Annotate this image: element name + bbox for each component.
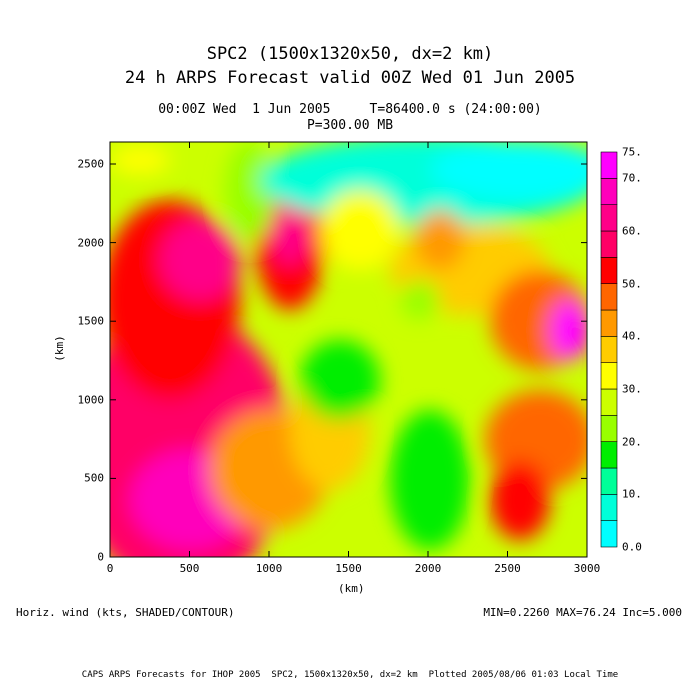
x-axis bbox=[109, 142, 588, 557]
y-tick-label: 2500 bbox=[77, 157, 105, 171]
y-tick-label: 0 bbox=[97, 550, 104, 564]
colorbar-label: 20. bbox=[622, 435, 642, 449]
colorbar-bin bbox=[600, 415, 618, 442]
colorbar-bin bbox=[600, 494, 618, 521]
colorbar-bin bbox=[600, 283, 618, 311]
footer-credit: CAPS ARPS Forecasts for IHOP 2005 SPC2, … bbox=[81, 670, 619, 680]
x-tick-label: 0 bbox=[106, 562, 114, 575]
x-tick-label: 1000 bbox=[255, 562, 283, 575]
colorbar-label: 30. bbox=[622, 382, 642, 396]
colorbar-bin bbox=[600, 467, 618, 495]
colorbar-label: 40. bbox=[622, 329, 642, 343]
colorbar bbox=[600, 151, 618, 548]
colorbar-bin bbox=[600, 388, 618, 416]
y-tick-label: 1500 bbox=[77, 314, 105, 328]
colorbar-bin bbox=[600, 257, 618, 284]
colorbar-bin bbox=[600, 309, 618, 337]
colorbar-label: 75. bbox=[622, 145, 642, 159]
field-label: Horiz. wind (kts, SHADED/CONTOUR) bbox=[16, 606, 235, 619]
colorbar-label: 50. bbox=[622, 277, 642, 291]
colorbar-bin bbox=[600, 204, 618, 232]
y-axis bbox=[110, 163, 587, 558]
colorbar-bin bbox=[600, 441, 618, 469]
x-axis-label: (km) bbox=[338, 582, 365, 595]
pressure-level: P=300.00 MB bbox=[306, 118, 394, 133]
valid-time: 00:00Z Wed 1 Jun 2005 T=86400.0 s (24:00… bbox=[158, 102, 542, 117]
y-axis-label: (km) bbox=[52, 335, 66, 362]
colorbar-bin bbox=[600, 178, 618, 205]
title-line-2: 24 h ARPS Forecast valid 00Z Wed 01 Jun … bbox=[124, 68, 576, 88]
colorbar-label: 70. bbox=[622, 171, 642, 185]
colorbar-label: 60. bbox=[622, 224, 642, 238]
colorbar-bin bbox=[600, 230, 618, 258]
field-stats: MIN=0.2260 MAX=76.24 Inc=5.000 bbox=[483, 606, 682, 619]
x-tick-label: 2000 bbox=[414, 562, 442, 575]
colorbar-bin bbox=[600, 520, 618, 548]
x-tick-label: 1500 bbox=[335, 562, 362, 575]
colorbar-label: 10. bbox=[622, 487, 642, 501]
shaded-field bbox=[110, 142, 587, 557]
colorbar-bin bbox=[600, 336, 618, 363]
colorbar-bin bbox=[600, 362, 618, 390]
colorbar-label: 0.0 bbox=[622, 540, 642, 554]
x-tick-label: 500 bbox=[179, 562, 200, 575]
colorbar-bin bbox=[600, 151, 618, 179]
x-tick-label: 3000 bbox=[573, 562, 601, 575]
title-line-1: SPC2 (1500x1320x50, dx=2 km) bbox=[206, 44, 494, 64]
y-tick-label: 500 bbox=[84, 471, 104, 485]
x-tick-label: 2500 bbox=[494, 562, 521, 575]
y-tick-label: 2000 bbox=[77, 236, 105, 250]
y-tick-label: 1000 bbox=[77, 393, 105, 407]
